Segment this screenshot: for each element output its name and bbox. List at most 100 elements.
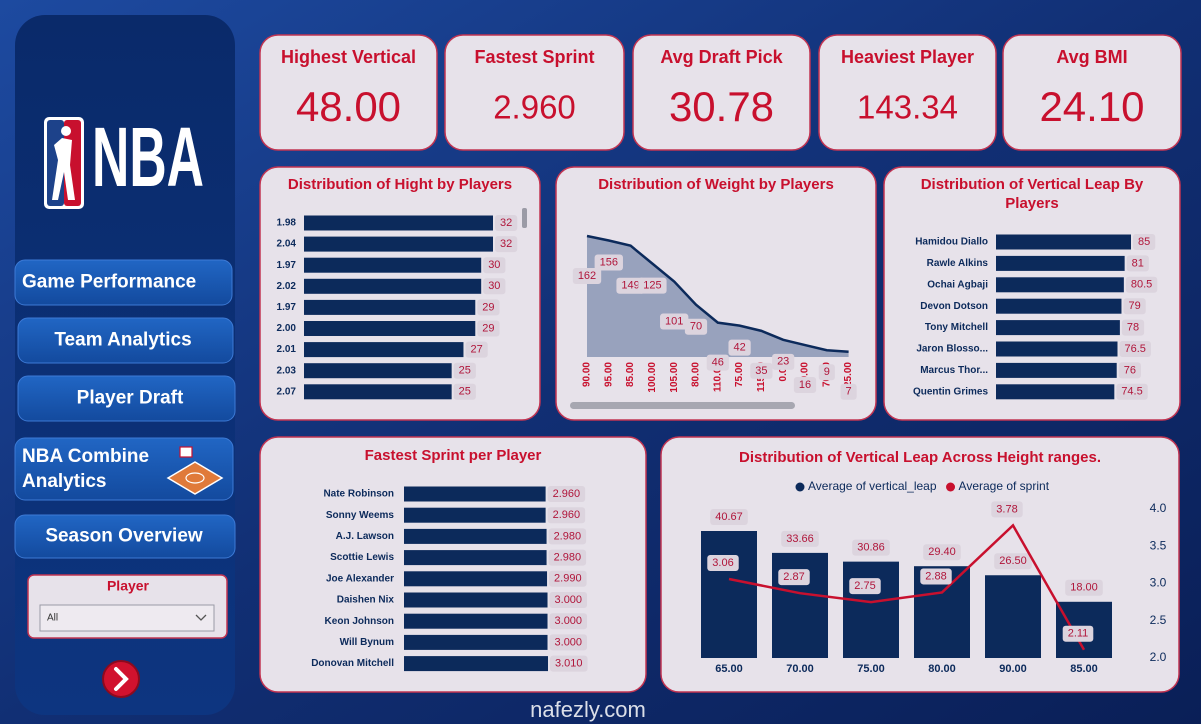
- data-label-bg: [849, 578, 881, 595]
- line: [728, 523, 1086, 651]
- data-label-bg: [550, 655, 588, 672]
- kpi-title: Avg BMI: [1056, 47, 1127, 67]
- bar: [996, 384, 1115, 400]
- data-label-bg: [920, 568, 952, 585]
- data-label-bg: [1133, 234, 1156, 250]
- data-label: 30: [488, 259, 500, 271]
- nav-button[interactable]: [14, 514, 236, 559]
- y-tick-label: 2.07: [277, 386, 297, 397]
- y-tick-label: Keon Johnson: [325, 616, 394, 627]
- nav-button[interactable]: [17, 317, 234, 364]
- data-label-bg: [840, 383, 857, 400]
- slicer-value[interactable]: All: [47, 613, 58, 624]
- x-tick-label: 85.00: [1070, 663, 1098, 675]
- x-tick-label: 80.00: [928, 663, 956, 675]
- y-tick-label: Nate Robinson: [323, 489, 394, 500]
- nav-label[interactable]: Game Performance: [22, 272, 196, 293]
- data-label-bg: [728, 339, 751, 356]
- data-label-bg: [1119, 341, 1151, 357]
- y-tick-label: Rawle Alkins: [927, 258, 989, 269]
- bar: [404, 528, 547, 544]
- data-label: 3.010: [555, 658, 583, 670]
- logo-text: NBA: [92, 110, 204, 204]
- data-label: 81: [1132, 257, 1144, 269]
- nav-label[interactable]: NBA Combine Analytics: [22, 446, 149, 492]
- data-label: 25: [459, 386, 471, 398]
- data-label-bg: [781, 530, 819, 547]
- bar: [996, 255, 1125, 271]
- y-tick-label: Devon Dotson: [920, 301, 988, 312]
- bar: [304, 236, 493, 252]
- data-label: 32: [500, 238, 512, 250]
- data-label: 79: [1128, 300, 1140, 312]
- y-tick-label: Marcus Thor...: [920, 365, 988, 376]
- bar: [404, 507, 546, 523]
- watermark: nafezly.com: [530, 697, 646, 722]
- nav-label[interactable]: Team Analytics: [54, 330, 191, 351]
- y-tick-label: Sonny Weems: [326, 510, 395, 521]
- data-label: 30: [488, 280, 500, 292]
- data-label: 33.66: [786, 533, 814, 545]
- bar: [304, 299, 476, 315]
- data-label-bg: [793, 377, 817, 394]
- x-tick-label: 90.00: [582, 362, 593, 387]
- slicer-dropdown[interactable]: [39, 604, 215, 632]
- chart-title: Fastest Sprint per Player: [365, 447, 542, 464]
- nav-label[interactable]: Player Draft: [77, 388, 184, 409]
- bar: [985, 575, 1041, 658]
- data-label: 29: [482, 301, 494, 313]
- y-tick-label: Joe Alexander: [326, 573, 394, 584]
- data-label-bg: [495, 236, 518, 253]
- data-label-bg: [706, 354, 729, 371]
- y2-tick-label: 3.5: [1150, 538, 1167, 552]
- data-label-bg: [548, 528, 587, 545]
- data-label: 125: [643, 280, 661, 292]
- x-tick-label: 125.00: [843, 362, 854, 393]
- nav-icon: [166, 461, 224, 495]
- data-label: 29: [482, 322, 494, 334]
- x-tick-label: 75.00: [857, 663, 885, 675]
- chart-title: Distribution of Weight by Players: [598, 176, 834, 193]
- legend-label: Average of sprint: [959, 479, 1050, 493]
- data-label: 32: [500, 217, 512, 229]
- data-label: 3.000: [555, 615, 583, 627]
- data-label-bg: [1123, 298, 1146, 315]
- data-label: 18.00: [1070, 582, 1098, 594]
- y-tick-label: Daishen Nix: [337, 595, 395, 606]
- data-label: 9: [824, 366, 830, 378]
- data-label-bg: [547, 486, 586, 502]
- kpi-title: Avg Draft Pick: [660, 47, 783, 67]
- data-label: 25: [459, 365, 471, 377]
- data-label-bg: [660, 313, 689, 330]
- data-label: 76.5: [1125, 343, 1146, 355]
- data-label-bg: [495, 215, 518, 231]
- kpi-card: [818, 34, 997, 151]
- kpi-value: 24.10: [1039, 83, 1144, 130]
- data-label-bg: [477, 320, 500, 337]
- data-label: 42: [733, 342, 745, 354]
- area: [587, 236, 849, 357]
- bar: [996, 298, 1122, 314]
- data-label-bg: [1118, 362, 1141, 379]
- y-tick-label: 1.98: [277, 218, 297, 229]
- y-tick-label: Jaron Blosso...: [916, 344, 988, 355]
- y-tick-label: Hamidou Diallo: [915, 237, 988, 248]
- x-tick-label: 95.00: [603, 362, 614, 387]
- bar: [843, 561, 899, 658]
- bar: [304, 215, 493, 231]
- y-tick-label: 1.97: [277, 260, 297, 271]
- nav-button[interactable]: [17, 375, 236, 422]
- next-button[interactable]: [102, 660, 140, 698]
- y-tick-label: Will Bynum: [340, 637, 394, 648]
- data-label-bg: [923, 544, 961, 561]
- x-tick-label: 100.00: [647, 362, 658, 393]
- data-label-bg: [548, 549, 587, 566]
- nav-label[interactable]: Season Overview: [45, 526, 203, 547]
- data-label: 2.960: [553, 509, 581, 521]
- nav-button[interactable]: [14, 259, 233, 306]
- y-tick-label: Scottie Lewis: [330, 552, 394, 563]
- data-label-bg: [684, 318, 708, 335]
- data-label-bg: [991, 501, 1023, 518]
- data-label: 2.11: [1068, 628, 1089, 640]
- kpi-value: 48.00: [296, 83, 401, 130]
